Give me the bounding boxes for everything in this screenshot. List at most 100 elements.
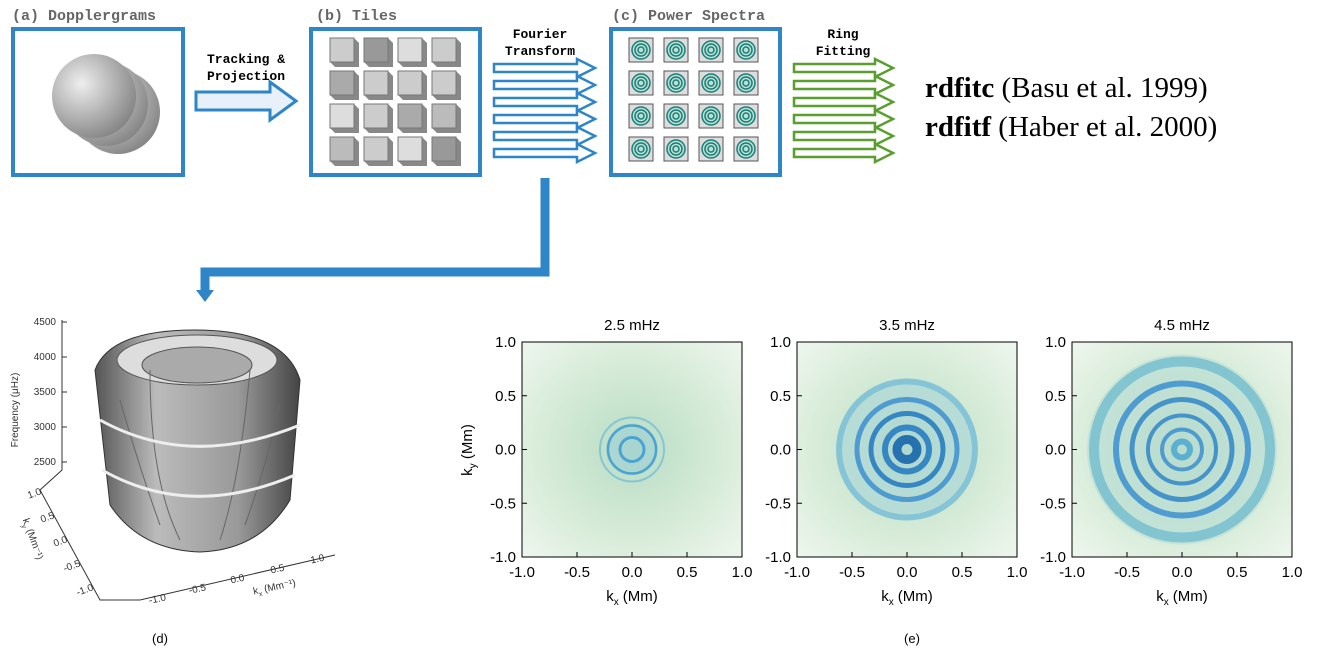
- arrow-label: Ring: [827, 27, 858, 42]
- z-axis-label: Frequency (μHz): [10, 373, 21, 448]
- x-tick-label: -0.5: [1114, 564, 1140, 581]
- y-tick-label: 0.5: [1045, 388, 1066, 405]
- x-tick-label: -1.0: [509, 564, 535, 581]
- tile: [432, 71, 456, 95]
- subscript: x: [614, 597, 619, 608]
- code-name: rdfitf: [925, 111, 991, 143]
- unit: (Mm): [1173, 588, 1208, 605]
- x-axis-label: kx(Mm): [881, 588, 932, 608]
- arrow-label: Fourier: [513, 27, 568, 42]
- ky-axis-label: ky (Mm⁻¹): [17, 517, 45, 562]
- reference: rdfitc (Basu et al. 1999): [925, 72, 1208, 104]
- tile: [330, 137, 354, 161]
- unit: (Mm): [459, 424, 476, 459]
- panel-label: (a) Dopplergrams: [12, 8, 156, 25]
- x-tick-label: -0.5: [564, 564, 590, 581]
- connector: [205, 178, 545, 292]
- kx-axis-label: kx (Mm⁻¹): [252, 578, 297, 601]
- connector-head: [196, 290, 214, 302]
- x-tick-label: 0.5: [952, 564, 973, 581]
- x-axis-label: kx(Mm): [606, 588, 657, 608]
- z-tick-label: 3000: [34, 422, 57, 433]
- panel-label: (b) Tiles: [316, 8, 397, 25]
- arrow-label: Tracking &: [207, 52, 285, 67]
- z-tick-label: 4000: [34, 352, 57, 363]
- tile: [330, 71, 354, 95]
- tile: [364, 71, 388, 95]
- z-tick-label: 3500: [34, 387, 57, 398]
- arrow: [794, 59, 893, 77]
- tile: [364, 137, 388, 161]
- z-tick-label: 2500: [34, 457, 57, 468]
- z-tick-label: 4500: [34, 317, 57, 328]
- x-tick-label: 0.0: [897, 564, 918, 581]
- x-tick-label: -1.0: [1059, 564, 1085, 581]
- surface-ring: [142, 347, 252, 383]
- code-name: rdfitc: [925, 72, 994, 104]
- y-tick-label: -0.5: [490, 495, 516, 512]
- x-tick-label: -0.5: [839, 564, 865, 581]
- y-tick-label: 1.0: [495, 334, 516, 351]
- plot-title: 4.5 mHz: [1154, 317, 1210, 334]
- arrow: [794, 76, 893, 94]
- arrow: [794, 93, 893, 111]
- arrow: [494, 144, 595, 162]
- subscript: y: [20, 524, 28, 530]
- unit: (Mm): [623, 588, 658, 605]
- tile: [398, 104, 422, 128]
- tile: [432, 104, 456, 128]
- arrow: [794, 127, 893, 145]
- x-tick-label: 0.0: [622, 564, 643, 581]
- arrow-label: Projection: [207, 69, 285, 84]
- unit: (Mm⁻¹): [263, 578, 297, 595]
- y-tick-label: -0.5: [765, 495, 791, 512]
- x-axis-label: kx(Mm): [1156, 588, 1207, 608]
- y-tick-label: 1.0: [1045, 334, 1066, 351]
- arrow-label: Fitting: [816, 44, 871, 59]
- y-tick-label: -1.0: [765, 549, 791, 566]
- citation: (Basu et al. 1999): [1002, 72, 1208, 104]
- y-axis-label: ky (Mm): [459, 424, 480, 476]
- figure: (a) Dopplergrams Tracking & Projection (…: [0, 0, 1323, 652]
- x-tick-label: 0.0: [1172, 564, 1193, 581]
- arrow: [494, 59, 595, 77]
- x-tick-label: -1.0: [784, 564, 810, 581]
- tile: [398, 71, 422, 95]
- kx-tick-label: 1.0: [310, 553, 326, 567]
- tile: [330, 104, 354, 128]
- ky-tick-label: 0.5: [39, 510, 56, 525]
- y-tick-label: 0.0: [1045, 442, 1066, 459]
- reference: rdfitf (Haber et al. 2000): [925, 111, 1217, 143]
- y-tick-label: 0.0: [770, 442, 791, 459]
- caption: (e): [904, 631, 920, 646]
- subscript: y: [468, 463, 479, 468]
- ky-tick-label: -1.0: [75, 582, 95, 598]
- y-tick-label: 0.0: [495, 442, 516, 459]
- arrow: [494, 76, 595, 94]
- arrow: [794, 110, 893, 128]
- x-tick-label: 0.5: [677, 564, 698, 581]
- panel-label: (c) Power Spectra: [612, 8, 765, 25]
- tile: [364, 104, 388, 128]
- power-halo: [606, 424, 658, 476]
- tile: [432, 137, 456, 161]
- arrow: [494, 93, 595, 111]
- subscript: x: [889, 597, 894, 608]
- plot-title: 2.5 mHz: [604, 317, 660, 334]
- arrow: [494, 127, 595, 145]
- subscript: x: [258, 591, 263, 599]
- x-tick-label: 0.5: [1227, 564, 1248, 581]
- x-tick-label: 1.0: [1007, 564, 1028, 581]
- x-tick-label: 1.0: [1282, 564, 1303, 581]
- arrow: [196, 82, 296, 120]
- tile: [432, 38, 456, 62]
- tile: [330, 38, 354, 62]
- tile: [398, 137, 422, 161]
- kx-tick-label: 0.5: [270, 563, 286, 577]
- tile: [398, 38, 422, 62]
- kx-tick-label: 0.0: [230, 573, 246, 587]
- citation: (Haber et al. 2000): [998, 111, 1217, 143]
- dopplergram: [52, 54, 136, 138]
- y-tick-label: 0.5: [495, 388, 516, 405]
- arrow: [794, 144, 893, 162]
